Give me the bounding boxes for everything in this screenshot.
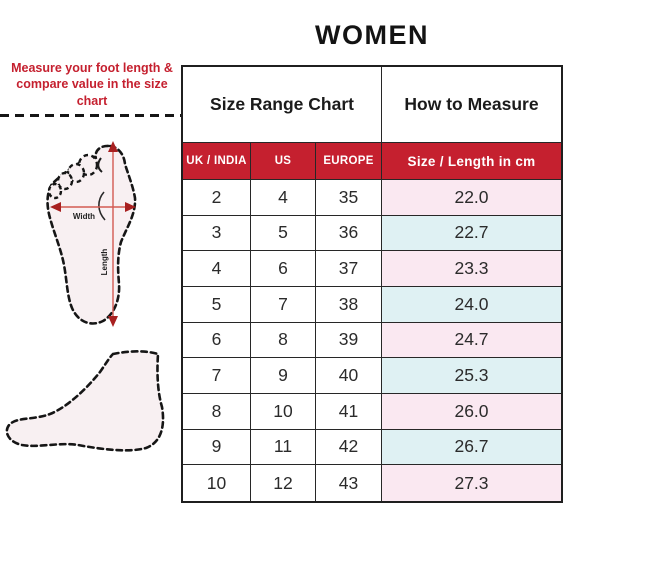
cell-uk: 9 [183,429,251,466]
cell-cm: 22.0 [382,180,561,216]
cell-uk: 4 [183,251,251,287]
arrow-up-icon [108,141,118,152]
cell-us: 12 [251,465,316,501]
cell-uk: 2 [183,180,251,216]
cell-eu: 39 [316,322,382,359]
size-table: Size Range Chart How to Measure UK / IND… [181,65,563,503]
cell-us: 5 [251,215,316,252]
cell-us: 11 [251,429,316,466]
cell-cm: 25.3 [382,358,561,394]
cell-uk: 8 [183,394,251,430]
cell-uk: 3 [183,215,251,252]
cell-eu: 42 [316,429,382,466]
cell-us: 8 [251,322,316,359]
cell-uk: 5 [183,287,251,323]
cell-us: 10 [251,394,316,430]
dashed-pointer-line [0,114,184,117]
cell-cm: 23.3 [382,251,561,287]
toe-icon [47,182,63,200]
cell-eu: 38 [316,287,382,323]
cell-eu: 36 [316,215,382,252]
cell-cm: 22.7 [382,215,561,252]
toe-curl-mark [97,157,103,173]
cell-us: 4 [251,180,316,216]
cell-cm: 24.0 [382,287,561,323]
footprint-diagram: Width Length [46,141,137,327]
column-header-us: US [251,143,316,180]
cell-uk: 10 [183,465,251,501]
cell-eu: 41 [316,394,382,430]
arrow-down-icon [108,316,118,327]
column-header-uk-india: UK / INDIA [183,143,251,180]
column-header-size-length: Size / Length in cm [382,143,561,180]
cell-cm: 26.0 [382,394,561,430]
length-label: Length [100,249,109,276]
arch-curve-mark [98,191,106,221]
cell-cm: 27.3 [382,465,561,501]
column-header-europe: EUROPE [316,143,382,180]
cell-cm: 26.7 [382,429,561,466]
cell-cm: 24.7 [382,322,561,359]
header-size-range-chart: Size Range Chart [183,67,382,143]
foot-side-diagram [5,350,165,452]
arrow-left-icon [50,202,61,212]
arrow-right-icon [125,202,136,212]
width-label: Width [73,212,95,221]
cell-us: 7 [251,287,316,323]
header-how-to-measure: How to Measure [382,67,561,143]
cell-eu: 35 [316,180,382,216]
page-title: WOMEN [315,20,429,50]
cell-eu: 43 [316,465,382,501]
foot-side-outline [5,350,165,452]
cell-uk: 7 [183,358,251,394]
instruction-text: Measure your foot length & compare value… [11,61,173,108]
cell-us: 6 [251,251,316,287]
cell-eu: 37 [316,251,382,287]
cell-uk: 6 [183,322,251,359]
cell-us: 9 [251,358,316,394]
toe-icon [56,171,74,191]
cell-eu: 40 [316,358,382,394]
